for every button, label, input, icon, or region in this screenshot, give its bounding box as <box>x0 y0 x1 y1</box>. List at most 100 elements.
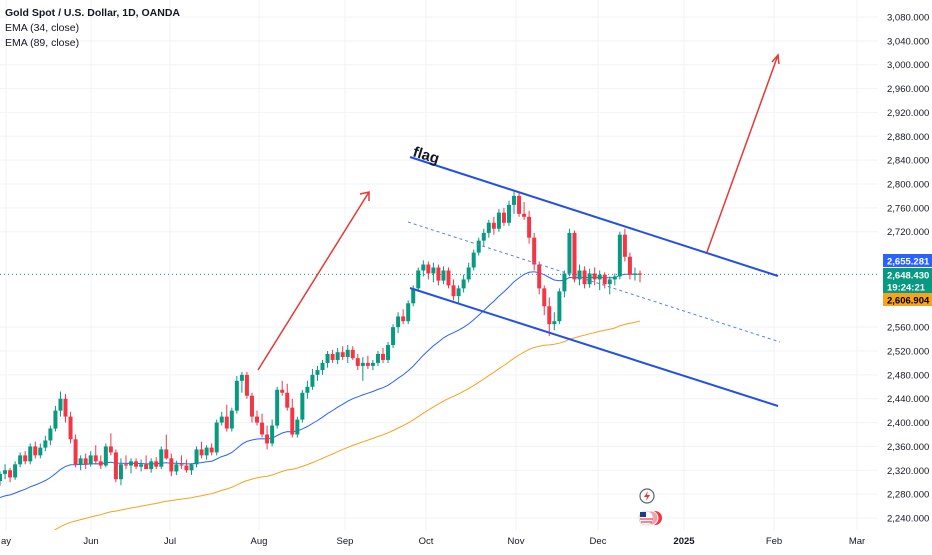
time-axis[interactable]: ay Jun Jul Aug Sep Oct Nov Dec 2025 Feb Mar <box>0 530 932 550</box>
candle-body <box>118 464 123 480</box>
price-tick-label: 2,960.000 <box>887 84 929 95</box>
price-tick-label: 2,560.000 <box>887 323 929 334</box>
candle-body <box>123 464 128 466</box>
impulse-arrow-line[interactable] <box>257 191 370 371</box>
candle-body <box>517 195 522 214</box>
candle-body <box>3 470 8 474</box>
candle-body <box>83 458 88 465</box>
candle-body <box>98 461 103 466</box>
candle-body <box>174 464 179 472</box>
candle-body <box>345 349 350 357</box>
candle-body <box>582 270 587 285</box>
candle-body <box>260 422 265 435</box>
candle-body <box>431 267 436 274</box>
price-tick-label: 2,440.000 <box>887 394 929 405</box>
candle-body <box>0 473 2 482</box>
candle-body <box>567 232 572 274</box>
candle-body <box>290 407 295 435</box>
candle-body <box>375 353 380 363</box>
candle-body <box>370 362 375 366</box>
candle-body <box>33 446 38 456</box>
price-tick-label: 2,800.000 <box>887 180 929 191</box>
candle-body <box>401 316 406 322</box>
candle-body <box>411 288 416 304</box>
candle-body <box>255 416 260 423</box>
price-tick-label: 3,080.000 <box>887 13 929 24</box>
candle-body <box>315 370 320 375</box>
time-tick-label: 2025 <box>673 536 695 547</box>
candle-body <box>103 446 108 466</box>
candle-body <box>627 256 632 275</box>
event-icons[interactable] <box>638 488 662 526</box>
flag-annotation[interactable]: flag <box>411 144 441 168</box>
candle-body <box>441 270 446 281</box>
candle-body <box>335 352 340 360</box>
price-tick-label: 2,760.000 <box>887 203 929 214</box>
candle-body <box>380 353 385 360</box>
candle-body <box>219 416 224 423</box>
time-tick-label: Feb <box>766 536 782 547</box>
candle-body <box>139 464 144 467</box>
target-arrow-line[interactable] <box>706 54 779 253</box>
candle-body <box>144 464 149 470</box>
time-tick-label: Jun <box>83 536 98 547</box>
price-tick-label: 2,840.000 <box>887 156 929 167</box>
price-label-bg <box>883 268 932 281</box>
candle-body <box>280 389 285 393</box>
candle-body <box>149 461 154 470</box>
candle-body <box>532 237 537 265</box>
time-tick-label: Sep <box>337 536 354 547</box>
candle-body <box>496 212 501 229</box>
candle-body <box>421 264 426 271</box>
candle-body <box>23 455 28 462</box>
ema34-legend[interactable]: EMA (34, close) <box>5 22 80 34</box>
candle-body <box>416 270 421 289</box>
channel-upper-line[interactable] <box>409 156 779 277</box>
candle-body <box>622 234 627 257</box>
price-label-bg <box>883 254 932 267</box>
candle-body <box>491 222 496 229</box>
candle-body <box>184 465 189 471</box>
lightning-icon[interactable] <box>639 488 655 504</box>
candle-body <box>527 216 532 238</box>
price-label-value: 2,655.281 <box>887 257 930 268</box>
candle-body <box>562 273 567 292</box>
candle-body <box>461 279 466 289</box>
candle-body <box>522 213 527 217</box>
dashed-trend-line[interactable] <box>407 221 781 343</box>
price-label-bg <box>883 293 932 306</box>
candle-body <box>365 362 370 366</box>
ema89-legend[interactable]: EMA (89, close) <box>5 37 80 49</box>
candle-body <box>28 446 33 462</box>
impulse-arrow-head <box>359 191 370 201</box>
candle-body <box>169 458 174 472</box>
target-arrow-head <box>771 53 780 65</box>
price-tick-label: 2,480.000 <box>887 370 929 381</box>
candle-body <box>189 464 194 471</box>
candle-body <box>577 270 582 280</box>
candle-body <box>547 306 552 325</box>
price-tick-label: 2,240.000 <box>887 514 929 525</box>
candle-body <box>456 288 461 297</box>
candles <box>0 189 642 486</box>
channel-lower-line[interactable] <box>409 287 779 407</box>
symbol-title[interactable]: Gold Spot / U.S. Dollar, 1D, OANDA <box>5 7 181 19</box>
time-tick-label: Nov <box>508 536 525 547</box>
candle-body <box>234 380 239 411</box>
candle-body <box>597 274 602 280</box>
time-tick-label: ay <box>1 536 11 547</box>
candle-body <box>209 447 214 453</box>
candle-body <box>340 352 345 357</box>
candle-body <box>386 345 391 360</box>
us-flag-icon[interactable] <box>638 510 662 526</box>
candle-body <box>552 321 557 325</box>
time-tick-label: Dec <box>590 536 607 547</box>
ema89-path <box>0 320 641 553</box>
price-label-value: 2,648.430 <box>887 271 929 282</box>
candle-body <box>204 447 209 456</box>
candle-body <box>557 291 562 322</box>
candle-body <box>48 428 53 441</box>
candle-body <box>607 279 612 285</box>
